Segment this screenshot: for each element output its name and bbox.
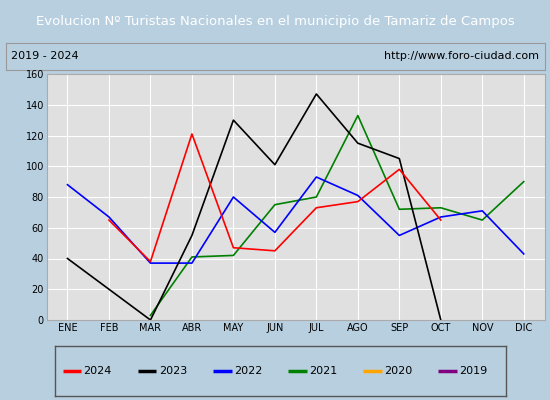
Text: 2019 - 2024: 2019 - 2024 [11,51,79,61]
Text: 2020: 2020 [384,366,412,376]
Text: 2019: 2019 [459,366,488,376]
Text: 2022: 2022 [234,366,262,376]
Text: 2023: 2023 [159,366,187,376]
Text: 2021: 2021 [309,366,337,376]
Text: Evolucion Nº Turistas Nacionales en el municipio de Tamariz de Campos: Evolucion Nº Turistas Nacionales en el m… [36,14,514,28]
Text: 2024: 2024 [84,366,112,376]
Text: http://www.foro-ciudad.com: http://www.foro-ciudad.com [384,51,539,61]
